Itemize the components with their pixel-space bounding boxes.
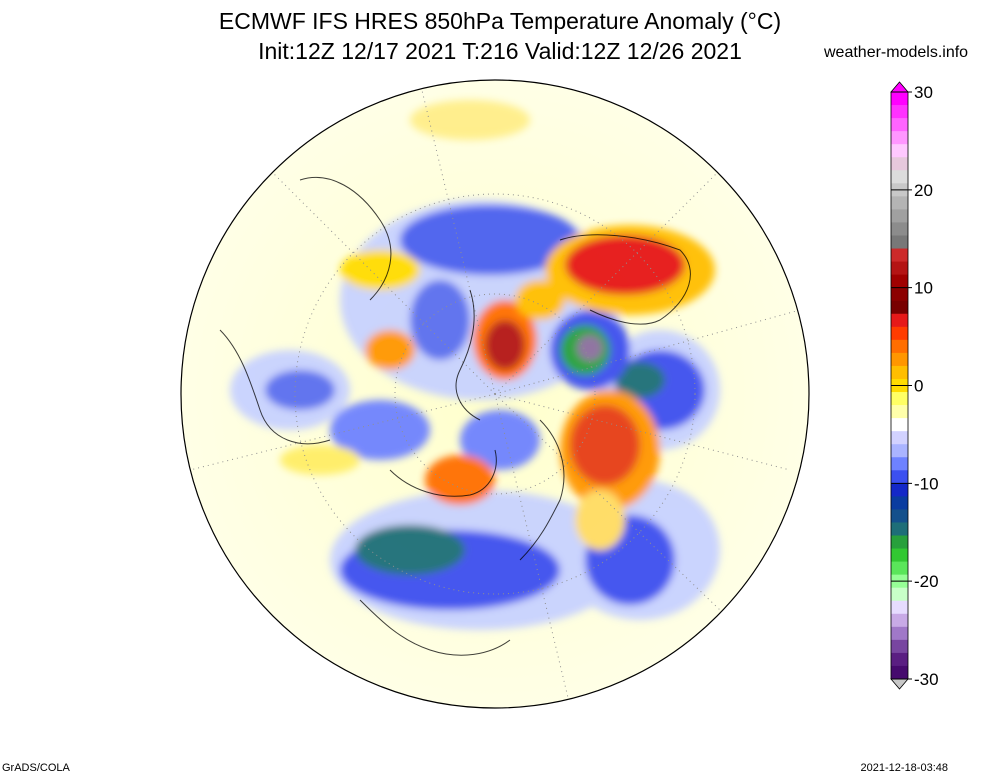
colorbar-swatch bbox=[891, 92, 908, 106]
colorbar-swatch bbox=[891, 457, 908, 471]
colorbar-swatch bbox=[891, 235, 908, 250]
colorbar-tick-label: 30 bbox=[914, 83, 933, 102]
footer-timestamp: 2021-12-18-03:48 bbox=[860, 762, 948, 774]
colorbar-swatch bbox=[891, 431, 908, 445]
colorbar-tick-label: 10 bbox=[914, 279, 933, 298]
colorbar-swatch bbox=[891, 613, 908, 628]
page-subtitle: Init:12Z 12/17 2021 T:216 Valid:12Z 12/2… bbox=[258, 38, 742, 64]
coastlines bbox=[219, 176, 691, 656]
colorbar-swatch bbox=[891, 261, 908, 276]
colorbar-swatch bbox=[891, 652, 908, 667]
colorbar-swatch bbox=[891, 522, 908, 537]
colorbar-swatch bbox=[891, 170, 908, 184]
colorbar-swatch bbox=[891, 600, 908, 615]
colorbar-swatch bbox=[891, 392, 908, 406]
colorbar-swatch bbox=[891, 470, 908, 484]
colorbar-swatch bbox=[891, 300, 908, 315]
colorbar-swatch bbox=[891, 196, 908, 210]
colorbar-swatch bbox=[891, 509, 908, 523]
colorbar-swatch bbox=[891, 561, 908, 576]
colorbar-swatch bbox=[891, 626, 908, 641]
colorbar-swatch bbox=[891, 418, 908, 432]
colorbar-swatch bbox=[891, 496, 908, 510]
colorbar-swatch bbox=[891, 326, 908, 341]
colorbar-swatch bbox=[891, 222, 908, 236]
colorbar-swatch bbox=[891, 405, 908, 419]
colorbar-swatch bbox=[891, 287, 908, 302]
colorbar-swatch bbox=[891, 131, 908, 145]
colorbar-swatch bbox=[891, 144, 908, 158]
colorbar-max-arrow bbox=[890, 81, 909, 93]
page-title: ECMWF IFS HRES 850hPa Temperature Anomal… bbox=[218, 8, 782, 34]
colorbar-swatch bbox=[891, 105, 908, 119]
site-credit: weather-models.info bbox=[824, 44, 969, 61]
colorbar-tick-label: -20 bbox=[914, 572, 939, 591]
colorbar-swatch bbox=[891, 665, 908, 680]
colorbar-swatch bbox=[891, 587, 908, 602]
colorbar-swatch bbox=[891, 313, 908, 328]
colorbar-swatch bbox=[891, 157, 908, 171]
colorbar-swatch bbox=[891, 352, 908, 367]
graticule bbox=[189, 81, 801, 707]
colorbar-swatch bbox=[891, 248, 908, 263]
colorbar-swatch bbox=[891, 118, 908, 132]
colorbar-swatch bbox=[891, 639, 908, 654]
colorbar-tick-label: 20 bbox=[914, 181, 933, 200]
colorbar-swatch bbox=[891, 444, 908, 458]
anomaly-field bbox=[230, 100, 720, 630]
colorbar-swatch bbox=[891, 209, 908, 223]
colorbar-swatch bbox=[891, 274, 908, 289]
colorbar-tick-label: -10 bbox=[914, 474, 939, 493]
colorbar-swatch bbox=[891, 483, 908, 497]
colorbar-swatch bbox=[891, 365, 908, 380]
colorbar-min-arrow bbox=[890, 678, 909, 690]
colorbar-swatch bbox=[891, 535, 908, 550]
colorbar-swatch bbox=[891, 339, 908, 354]
colorbar-tick-label: 0 bbox=[914, 377, 923, 396]
colorbar-swatch bbox=[891, 548, 908, 563]
colorbar-tick-label: -30 bbox=[914, 670, 939, 689]
footer-credit: GrADS/COLA bbox=[2, 762, 70, 774]
